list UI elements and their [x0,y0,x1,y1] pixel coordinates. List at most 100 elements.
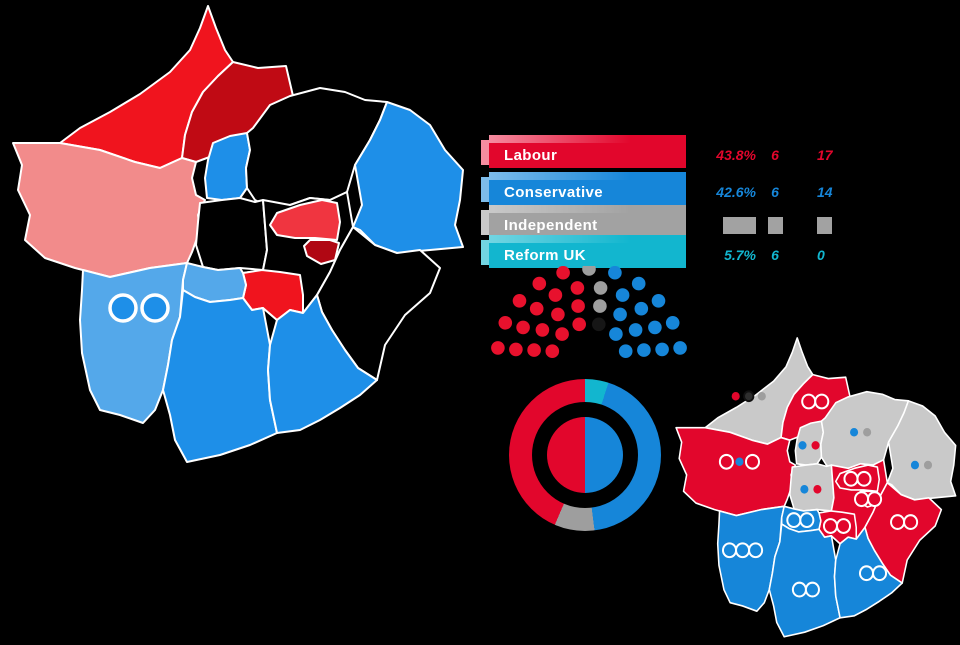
parliament-seat-dot [548,288,563,302]
donut-inner-pie [547,417,623,493]
parliament-seat-dot [615,288,630,302]
party-label: Independent [504,217,598,234]
change-value: 6 [771,247,779,263]
seat-marker [843,470,859,487]
vote-share-value: 42.6% [716,184,756,200]
parliament-seat-dot [570,281,585,295]
seat-marker [748,542,764,559]
legend-row-labour: Labour 43.8% 6 17 [481,135,881,169]
legend-strip [489,205,686,213]
change-value: 6 [771,147,779,163]
seat-marker [814,393,830,410]
seat-marker [786,512,802,529]
seat-marker [735,457,744,467]
parliament-seat-dot [609,327,623,341]
party-label: Reform UK [504,247,586,264]
legend-tab [481,210,489,235]
ward-south-ward [768,523,841,638]
parliament-seat-dot [655,342,669,357]
seats-value: 14 [817,184,833,200]
parliament-seat-dot [529,301,544,316]
vote-share-value: 5.7% [724,247,756,263]
seat-marker [744,453,761,470]
seat-marker [822,518,838,534]
legend-tab [481,140,489,165]
parliament-seat-dot [556,266,570,280]
ward-centre-small-ward [303,239,340,265]
parliament-seat-dot [509,342,523,357]
seat-marker [721,542,738,559]
legend-tab [481,240,489,265]
seat-marker [903,514,919,531]
legend-row-independent: Independent [481,205,881,239]
parliament-seat-dot [665,316,680,330]
vote-share-donut-chart [509,379,661,531]
ward-centre-left-ward [195,197,268,271]
seat-marker [854,491,870,508]
change-value [763,213,787,238]
seat-marker [811,441,820,450]
legend-strip [489,235,686,243]
vote-share-value: 43.8% [716,147,756,163]
party-label: Labour [504,147,558,164]
seat-marker [798,441,807,450]
parliament-seat-dot [535,323,550,337]
seat-marker [800,485,809,494]
parliament-seat-dot [572,317,586,332]
seat-marker [757,391,766,401]
parliament-seat-dot [592,317,606,332]
legend-bar: Reform UK [489,243,686,268]
seat-marker [856,470,872,487]
parliament-seat-dot [555,327,569,341]
seat-marker [718,453,734,470]
seat-marker [835,518,852,534]
parliament-seat-dot [648,320,662,335]
parliament-seat-dot [631,276,646,291]
seat-marker [743,390,755,403]
parliament-seat-dot [593,281,608,295]
parliament-seat-dot [613,307,627,322]
seat-marker [735,542,751,559]
parliament-seat-dot [545,344,560,358]
parliament-seat-dot [673,341,687,355]
obscured-value-block [817,217,832,234]
seat-marker [813,485,822,494]
ward-west-ward [12,142,206,278]
legend-bar: Labour [489,143,686,168]
parliament-seat-dot [527,343,541,357]
seats-value [817,213,861,238]
parliament-seat-dot [637,343,651,357]
parliament-seat-dot [618,344,633,358]
seat-marker [804,581,820,598]
seat-marker [801,393,817,410]
party-label: Conservative [504,184,604,201]
ward-west-ward [675,426,797,517]
parliament-seat-dot [532,276,547,291]
seat-marker [791,581,807,598]
seat-marker [108,293,138,323]
legend-bar: Independent [489,213,686,238]
legend-tab [481,177,489,202]
parliament-seat-dot [512,294,527,308]
seat-marker [923,460,933,470]
parliament-seat-dot [582,266,596,276]
legend-strip [489,135,686,143]
parliament-seat-dot [593,299,607,313]
legend-strip [489,172,686,180]
seat-marker [863,428,872,437]
legend-bar: Conservative [489,180,686,205]
seats-value: 0 [817,247,825,263]
ward-sw-ward [716,505,785,613]
seat-marker [872,565,888,582]
legend-row-conservative: Conservative 42.6% 6 14 [481,172,881,206]
results-map-inset [675,337,957,638]
ward-centre-strip-ward [269,199,341,241]
parliament-seat-dot [634,301,649,316]
ward-se-lower-ward [267,294,378,434]
obscured-value-block [723,217,756,234]
seat-marker [799,512,815,529]
seat-marker [731,391,740,401]
seat-marker [890,514,906,531]
ward-centre-left-ward [788,462,835,512]
